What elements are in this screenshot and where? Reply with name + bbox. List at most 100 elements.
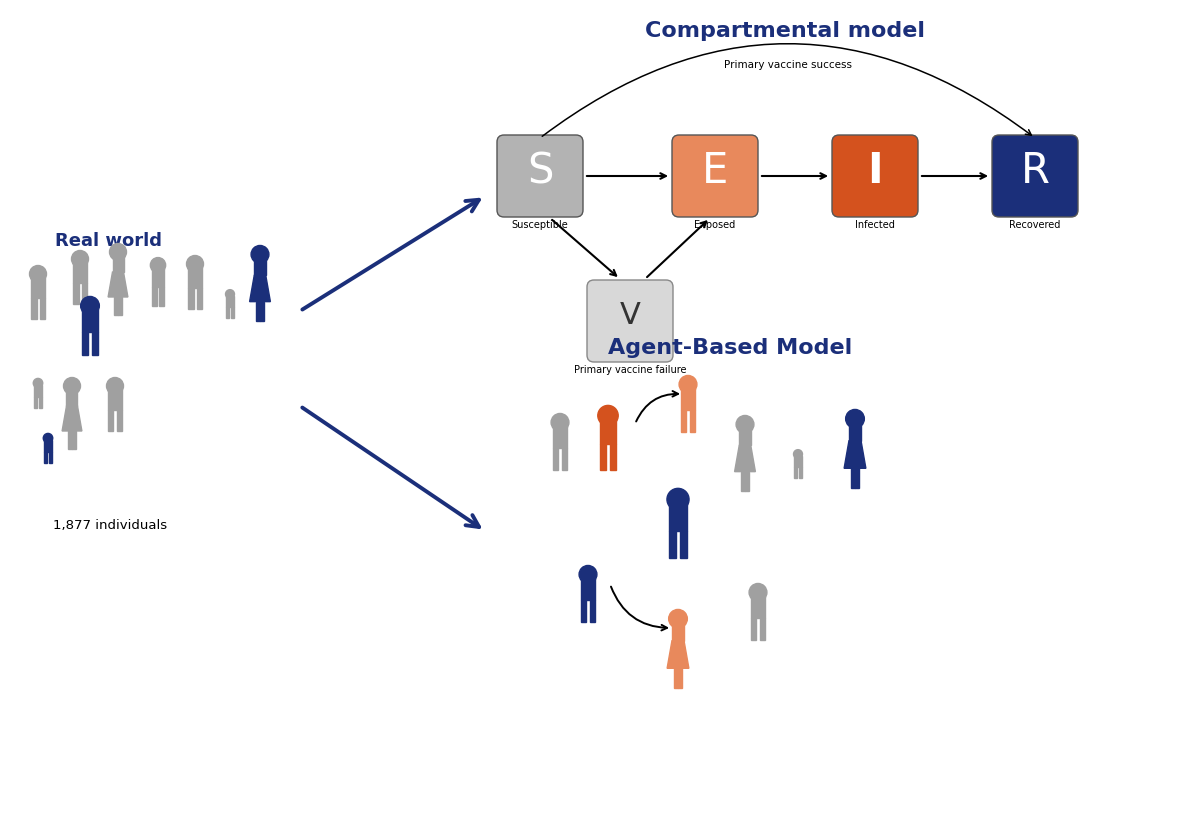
Bar [848, 421, 862, 441]
Text: Susceptible: Susceptible [511, 220, 569, 230]
Polygon shape [734, 446, 755, 472]
Bar [668, 503, 688, 531]
Bar [83, 309, 97, 332]
Bar [562, 447, 568, 470]
Bar [83, 332, 89, 355]
Text: Real world: Real world [55, 232, 162, 250]
Bar [227, 307, 229, 318]
Circle shape [150, 257, 166, 273]
Text: Primary vaccine failure: Primary vaccine failure [574, 365, 686, 375]
Bar [114, 297, 118, 315]
Bar [680, 388, 695, 410]
Bar [680, 410, 686, 431]
Bar [118, 297, 122, 315]
Circle shape [551, 414, 569, 431]
Bar [600, 445, 606, 470]
Circle shape [109, 243, 126, 261]
Bar [44, 440, 52, 451]
Circle shape [30, 266, 47, 283]
Bar [678, 668, 683, 688]
Bar [34, 396, 37, 408]
Bar [227, 296, 234, 307]
Polygon shape [844, 441, 866, 468]
FancyBboxPatch shape [832, 135, 918, 217]
Bar [740, 472, 745, 491]
Bar [151, 287, 157, 306]
Bar [151, 268, 164, 287]
Bar [197, 288, 202, 309]
Circle shape [667, 488, 689, 511]
Circle shape [43, 433, 53, 443]
Bar [739, 426, 751, 446]
Bar [73, 262, 88, 283]
Circle shape [846, 410, 864, 428]
FancyBboxPatch shape [587, 280, 673, 362]
Circle shape [107, 378, 124, 395]
Bar [673, 668, 678, 688]
Circle shape [186, 256, 204, 273]
Bar [260, 302, 264, 320]
Circle shape [80, 297, 100, 315]
Text: E: E [702, 150, 728, 192]
Circle shape [736, 415, 754, 433]
Bar [230, 307, 234, 318]
Text: Recovered: Recovered [1009, 220, 1061, 230]
FancyBboxPatch shape [497, 135, 583, 217]
Bar [680, 531, 688, 558]
Circle shape [251, 246, 269, 263]
Bar [72, 431, 76, 449]
Polygon shape [667, 641, 689, 668]
Bar [254, 257, 265, 275]
Bar [760, 618, 766, 640]
Bar [600, 419, 617, 445]
Bar [91, 332, 97, 355]
Bar [256, 302, 260, 320]
Bar [581, 578, 595, 599]
FancyBboxPatch shape [992, 135, 1078, 217]
Text: Exposed: Exposed [695, 220, 736, 230]
Polygon shape [62, 406, 82, 431]
Bar [751, 595, 766, 618]
Circle shape [679, 375, 697, 393]
Circle shape [34, 379, 43, 388]
Bar [690, 410, 695, 431]
Bar [44, 451, 47, 463]
Bar [66, 388, 78, 406]
Text: Compartmental model: Compartmental model [646, 21, 925, 41]
Bar [108, 410, 114, 431]
Bar [794, 466, 797, 478]
Circle shape [72, 251, 89, 268]
Bar [113, 254, 124, 272]
Bar [108, 389, 122, 410]
Polygon shape [108, 272, 128, 297]
Bar [751, 618, 756, 640]
Text: Agent-Based Model: Agent-Based Model [608, 338, 852, 358]
Bar [794, 456, 802, 466]
Bar [553, 447, 558, 470]
Bar [73, 283, 78, 304]
Text: Infected: Infected [856, 220, 895, 230]
Bar [589, 599, 595, 622]
Bar [31, 298, 36, 319]
Bar [672, 621, 684, 641]
Text: S: S [527, 150, 553, 192]
Bar [668, 531, 676, 558]
Bar [116, 410, 122, 431]
Circle shape [793, 450, 803, 459]
Bar [856, 468, 859, 488]
Polygon shape [250, 275, 270, 302]
Bar [82, 283, 88, 304]
Text: 1,877 individuals: 1,877 individuals [53, 519, 167, 533]
Bar [40, 298, 46, 319]
Circle shape [64, 378, 80, 395]
Bar [799, 466, 802, 478]
Bar [68, 431, 72, 449]
Bar [851, 468, 854, 488]
Bar [188, 288, 193, 309]
Bar [610, 445, 617, 470]
Circle shape [749, 584, 767, 601]
Bar [38, 396, 42, 408]
Circle shape [598, 405, 618, 426]
Bar [49, 451, 52, 463]
Bar [553, 426, 568, 447]
